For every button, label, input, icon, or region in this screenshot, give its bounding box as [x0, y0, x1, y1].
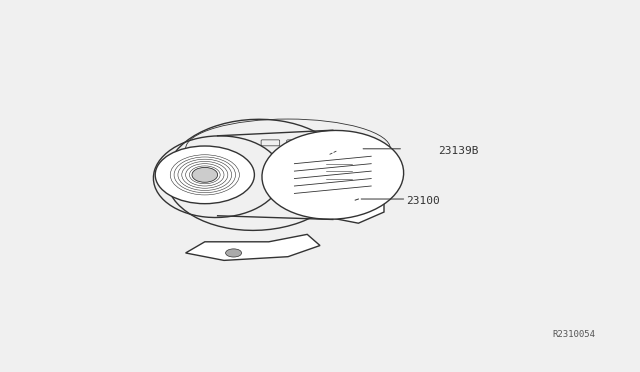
Polygon shape [186, 234, 320, 260]
Polygon shape [320, 190, 384, 223]
Circle shape [337, 142, 360, 155]
Circle shape [342, 145, 355, 153]
Text: R2310054: R2310054 [552, 330, 595, 339]
FancyBboxPatch shape [317, 154, 362, 188]
Text: 23100: 23100 [406, 196, 440, 206]
Ellipse shape [262, 131, 404, 219]
Ellipse shape [155, 146, 254, 204]
Text: 23139B: 23139B [438, 146, 479, 155]
Ellipse shape [192, 167, 218, 182]
Ellipse shape [226, 249, 242, 257]
Ellipse shape [348, 202, 362, 211]
